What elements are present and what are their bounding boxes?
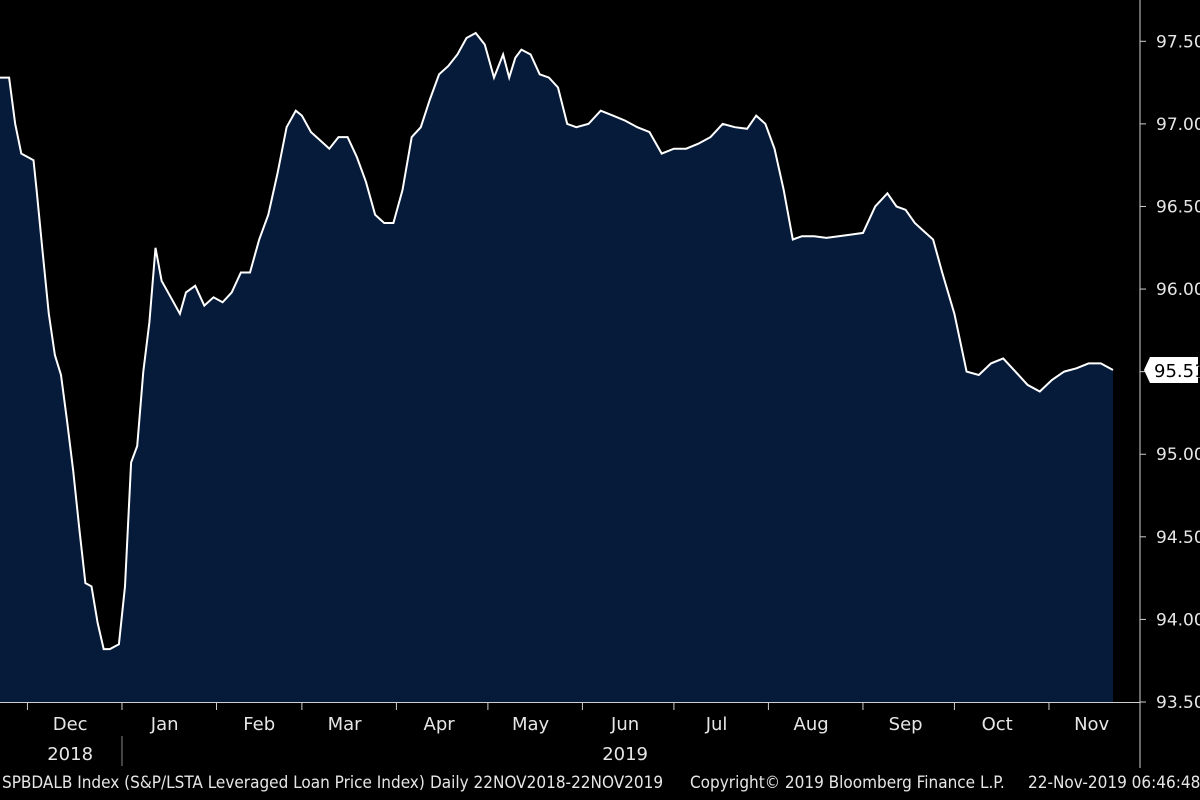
footer-copyright: Copyright© 2019 Bloomberg Finance L.P. xyxy=(690,773,1005,793)
y-tick-label: 94.00 xyxy=(1156,610,1200,630)
last-value-badge xyxy=(1144,356,1198,383)
x-year-label: 2019 xyxy=(602,744,648,765)
x-tick-label: Oct xyxy=(982,714,1013,735)
y-tick-label: 96.50 xyxy=(1156,197,1200,217)
footer-ticker: SPBDALB Index (S&P/LSTA Leveraged Loan P… xyxy=(2,773,425,793)
x-tick-label: Jun xyxy=(610,714,639,735)
chart-footer: SPBDALB Index (S&P/LSTA Leveraged Loan P… xyxy=(0,768,1200,800)
y-tick-label: 94.50 xyxy=(1156,528,1200,548)
x-year-label: 2018 xyxy=(47,744,93,765)
x-tick-label: Dec xyxy=(53,714,88,735)
y-axis-ticks: 93.5094.0094.5095.0095.5096.0096.5097.00… xyxy=(1140,32,1200,713)
last-value-label: 95.51 xyxy=(1154,361,1200,382)
x-tick-label: Aug xyxy=(794,714,829,735)
x-tick-label: Feb xyxy=(243,714,275,735)
x-axis-ticks: Dec 2018 Jan Feb Mar Apr May Jun 2019 Jul Aug Sep Oc… xyxy=(26,702,1110,766)
footer-date-range: Daily 22NOV2018-22NOV2019 xyxy=(430,773,664,793)
x-tick-label: Nov xyxy=(1074,714,1109,735)
series-line xyxy=(0,31,1114,651)
y-tick-label: 93.50 xyxy=(1156,693,1200,713)
y-tick-label: 97.00 xyxy=(1156,115,1200,135)
x-tick-label: Jul xyxy=(705,714,728,735)
x-tick-label: Apr xyxy=(424,714,456,735)
y-tick-label: 96.00 xyxy=(1156,280,1200,300)
x-tick-label: Jan xyxy=(150,714,179,735)
last-value-marker: 95.51 xyxy=(1144,356,1200,383)
footer-timestamp: 22-Nov-2019 06:46:48 xyxy=(1028,773,1200,793)
y-tick-label: 97.50 xyxy=(1156,32,1200,52)
x-tick-label: May xyxy=(512,714,550,735)
series-area-fill xyxy=(0,33,1113,702)
y-tick-label: 95.00 xyxy=(1156,445,1200,465)
x-tick-label: Mar xyxy=(328,714,363,735)
x-tick-label: Sep xyxy=(889,714,923,735)
price-area-chart: 93.5094.0094.5095.0095.5096.0096.5097.00… xyxy=(0,0,1200,768)
